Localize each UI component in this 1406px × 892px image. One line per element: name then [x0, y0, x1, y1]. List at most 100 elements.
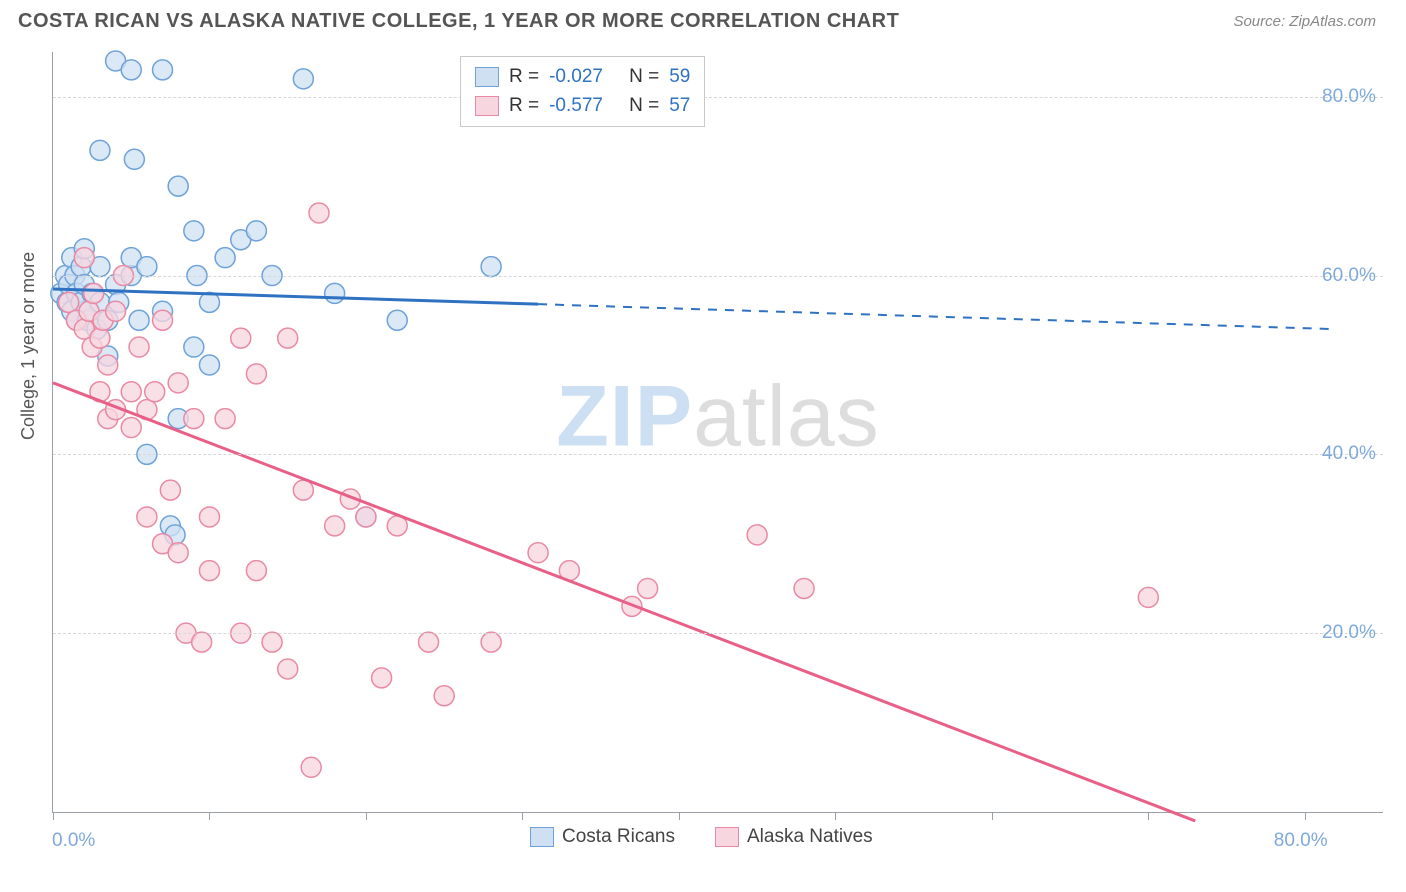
scatter-point [293, 69, 313, 89]
scatter-point [301, 757, 321, 777]
legend-swatch [475, 67, 499, 87]
scatter-point [168, 373, 188, 393]
scatter-point [84, 283, 104, 303]
x-tick [679, 812, 680, 820]
gridline-h [53, 97, 1383, 98]
scatter-point [481, 632, 501, 652]
scatter-point [215, 248, 235, 268]
x-tick [209, 812, 210, 820]
legend-correlation-row: R = -0.027 N = 59 [475, 63, 690, 92]
scatter-point [278, 659, 298, 679]
scatter-point [137, 507, 157, 527]
scatter-point [372, 668, 392, 688]
scatter-point [184, 409, 204, 429]
legend-swatch [715, 827, 739, 847]
legend-correlation: R = -0.027 N = 59 R = -0.577 N = 57 [460, 56, 705, 127]
legend-r-label: R = [509, 92, 539, 121]
legend-n-value: 57 [669, 92, 690, 121]
y-tick-label: 80.0% [1322, 86, 1376, 108]
scatter-point [794, 578, 814, 598]
source-label: Source: ZipAtlas.com [1233, 13, 1376, 30]
scatter-point [160, 480, 180, 500]
x-tick [53, 812, 54, 820]
scatter-point [137, 257, 157, 277]
x-tick [366, 812, 367, 820]
legend-n-value: 59 [669, 63, 690, 92]
trend-line-solid [53, 383, 1195, 821]
legend-r-label: R = [509, 63, 539, 92]
scatter-point [356, 507, 376, 527]
y-axis-label: College, 1 year or more [18, 252, 39, 440]
legend-correlation-row: R = -0.577 N = 57 [475, 92, 690, 121]
scatter-point [481, 257, 501, 277]
y-tick-label: 60.0% [1322, 265, 1376, 287]
y-tick-label: 20.0% [1322, 622, 1376, 644]
gridline-h [53, 454, 1383, 455]
legend-series-label: Costa Ricans [562, 826, 675, 848]
x-tick [835, 812, 836, 820]
scatter-point [434, 686, 454, 706]
scatter-point [528, 543, 548, 563]
scatter-point [90, 140, 110, 160]
scatter-point [309, 203, 329, 223]
scatter-point [199, 355, 219, 375]
x-tick [1305, 812, 1306, 820]
legend-n-label: N = [629, 63, 659, 92]
x-tick [522, 812, 523, 820]
scatter-point [325, 516, 345, 536]
trend-line-dashed [538, 304, 1336, 329]
legend-r-value: -0.027 [549, 63, 619, 92]
scatter-point [168, 176, 188, 196]
scatter-point [1138, 587, 1158, 607]
plot-area: ZIPatlas [52, 52, 1383, 813]
scatter-point [325, 283, 345, 303]
scatter-point [106, 301, 126, 321]
y-tick-label: 40.0% [1322, 443, 1376, 465]
header-bar: COSTA RICAN VS ALASKA NATIVE COLLEGE, 1 … [0, 0, 1406, 33]
legend-series-item: Costa Ricans [530, 826, 675, 848]
scatter-point [90, 328, 110, 348]
scatter-point [121, 60, 141, 80]
scatter-point [184, 221, 204, 241]
scatter-point [59, 292, 79, 312]
scatter-point [246, 364, 266, 384]
scatter-point [129, 310, 149, 330]
x-tick [1148, 812, 1149, 820]
scatter-point [215, 409, 235, 429]
scatter-point [98, 355, 118, 375]
legend-n-label: N = [629, 92, 659, 121]
x-tick [992, 812, 993, 820]
scatter-point [153, 60, 173, 80]
gridline-h [53, 276, 1383, 277]
scatter-point [168, 543, 188, 563]
scatter-point [153, 310, 173, 330]
scatter-point [262, 632, 282, 652]
chart-svg [53, 52, 1383, 812]
legend-series-label: Alaska Natives [747, 826, 873, 848]
scatter-point [145, 382, 165, 402]
legend-swatch [530, 827, 554, 847]
scatter-point [199, 561, 219, 581]
scatter-point [638, 578, 658, 598]
scatter-point [121, 382, 141, 402]
scatter-point [387, 310, 407, 330]
legend-series: Costa Ricans Alaska Natives [530, 826, 873, 848]
gridline-h [53, 633, 1383, 634]
legend-r-value: -0.577 [549, 92, 619, 121]
scatter-point [199, 507, 219, 527]
scatter-point [121, 418, 141, 438]
scatter-point [278, 328, 298, 348]
scatter-point [74, 248, 94, 268]
x-tick-label: 80.0% [1274, 830, 1328, 852]
scatter-point [246, 221, 266, 241]
legend-swatch [475, 96, 499, 116]
scatter-point [246, 561, 266, 581]
chart-title: COSTA RICAN VS ALASKA NATIVE COLLEGE, 1 … [18, 10, 899, 33]
scatter-point [124, 149, 144, 169]
scatter-point [747, 525, 767, 545]
scatter-point [184, 337, 204, 357]
x-tick-label: 0.0% [52, 830, 95, 852]
scatter-point [129, 337, 149, 357]
legend-series-item: Alaska Natives [715, 826, 873, 848]
scatter-point [231, 328, 251, 348]
